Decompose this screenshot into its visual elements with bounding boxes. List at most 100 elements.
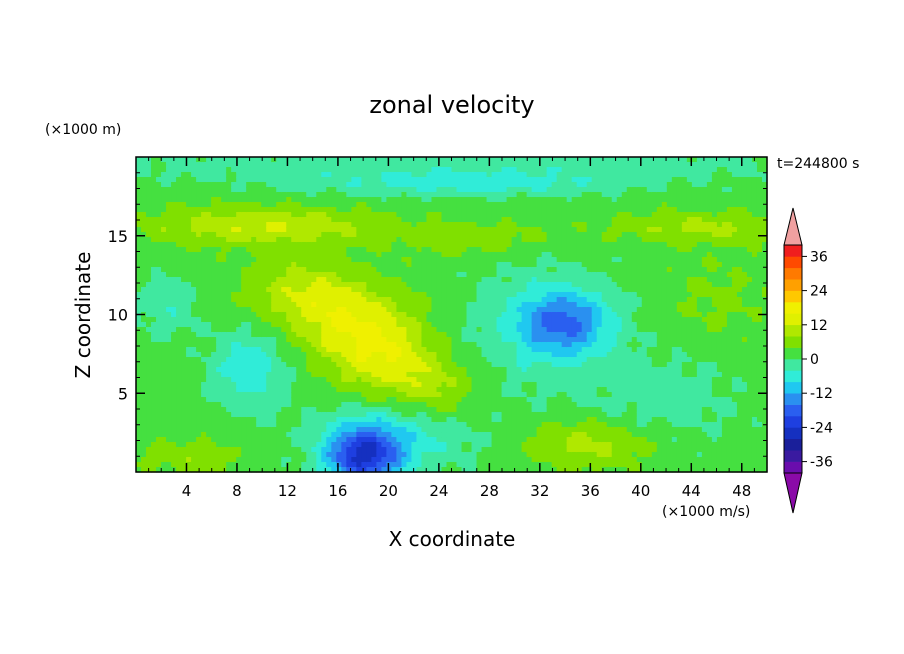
heat-cell — [246, 322, 252, 328]
heat-cell — [166, 407, 172, 413]
heat-cell — [531, 157, 538, 163]
heat-cell — [271, 442, 277, 448]
heat-cell — [271, 287, 277, 293]
heat-cell — [296, 357, 302, 363]
heat-cell — [331, 452, 337, 458]
heat-cell — [276, 332, 282, 338]
heat-cell — [306, 427, 312, 433]
heat-cell — [246, 212, 252, 218]
heat-cell — [421, 217, 428, 223]
heat-cell — [246, 282, 252, 288]
heat-cell — [281, 252, 287, 258]
heat-cell — [166, 277, 172, 283]
heat-cell — [516, 267, 523, 273]
heat-cell — [346, 277, 352, 283]
heat-cell — [506, 237, 513, 243]
heat-cell — [316, 417, 322, 423]
heat-cell — [381, 212, 387, 218]
heat-cell — [221, 457, 227, 463]
heat-cell — [276, 197, 282, 203]
heat-cell — [251, 367, 257, 373]
heat-cell — [416, 442, 423, 448]
heat-cell — [481, 362, 488, 368]
heat-cell — [146, 197, 152, 203]
heat-cell — [426, 197, 433, 203]
heat-cell — [251, 387, 257, 393]
heat-cell — [311, 402, 317, 408]
heat-cell — [296, 242, 302, 248]
heat-cell — [271, 227, 277, 233]
heat-cell — [526, 427, 533, 433]
heat-cell — [211, 267, 217, 273]
heat-cell — [431, 317, 438, 323]
heat-cell — [211, 342, 217, 348]
heat-cell — [391, 357, 398, 363]
heat-cell — [441, 292, 448, 298]
heat-cell — [186, 217, 192, 223]
heat-cell — [521, 462, 528, 468]
heat-cell — [291, 187, 297, 193]
heat-cell — [451, 452, 458, 458]
heat-cell — [256, 337, 262, 343]
heat-cell — [336, 232, 342, 238]
heat-cell — [366, 327, 372, 333]
heat-cell — [411, 307, 418, 313]
heat-cell — [181, 302, 187, 308]
heat-cell — [366, 272, 372, 278]
heat-cell — [276, 452, 282, 458]
heat-cell — [376, 242, 382, 248]
heat-cell — [521, 377, 528, 383]
heat-cell — [346, 222, 352, 228]
heat-cell — [406, 227, 413, 233]
heat-cell — [186, 247, 192, 253]
heat-cell — [396, 357, 403, 363]
heat-cell — [406, 367, 413, 373]
heat-cell — [176, 457, 182, 463]
heat-cell — [201, 402, 207, 408]
heat-cell — [186, 347, 192, 353]
heat-cell — [311, 352, 317, 358]
heat-cell — [196, 442, 202, 448]
heat-cell — [341, 222, 347, 228]
heat-cell — [316, 217, 322, 223]
heat-cell — [161, 247, 167, 253]
heat-cell — [481, 162, 488, 168]
heat-cell — [336, 327, 342, 333]
heat-cell — [336, 427, 342, 433]
heat-cell — [441, 387, 448, 393]
heat-cell — [451, 272, 458, 278]
heat-cell — [366, 422, 372, 428]
heat-cell — [161, 407, 167, 413]
heat-cell — [241, 202, 247, 208]
heat-cell — [291, 207, 297, 213]
heat-cell — [476, 157, 483, 163]
heat-cell — [191, 332, 197, 338]
heat-cell — [356, 177, 362, 183]
heat-cell — [471, 207, 478, 213]
heat-cell — [406, 242, 413, 248]
heat-cell — [356, 227, 362, 233]
heat-cell — [171, 397, 177, 403]
heat-cell — [156, 302, 162, 308]
heat-cell — [436, 392, 443, 398]
heat-cell — [271, 157, 277, 163]
heat-cell — [476, 352, 483, 358]
heat-cell — [446, 217, 453, 223]
heat-cell — [486, 312, 493, 318]
heat-cell — [321, 227, 327, 233]
heat-cell — [201, 362, 207, 368]
heat-cell — [231, 412, 237, 418]
heat-cell — [496, 257, 503, 263]
heat-cell — [306, 407, 312, 413]
heat-cell — [301, 182, 307, 188]
heat-cell — [476, 387, 483, 393]
heat-cell — [366, 222, 372, 228]
heat-cell — [516, 247, 523, 253]
heat-cell — [356, 367, 362, 373]
heat-cell — [446, 317, 453, 323]
heat-cell — [321, 422, 327, 428]
heat-cell — [156, 177, 162, 183]
heat-cell — [156, 222, 162, 228]
heat-cell — [436, 387, 443, 393]
heat-cell — [486, 397, 493, 403]
